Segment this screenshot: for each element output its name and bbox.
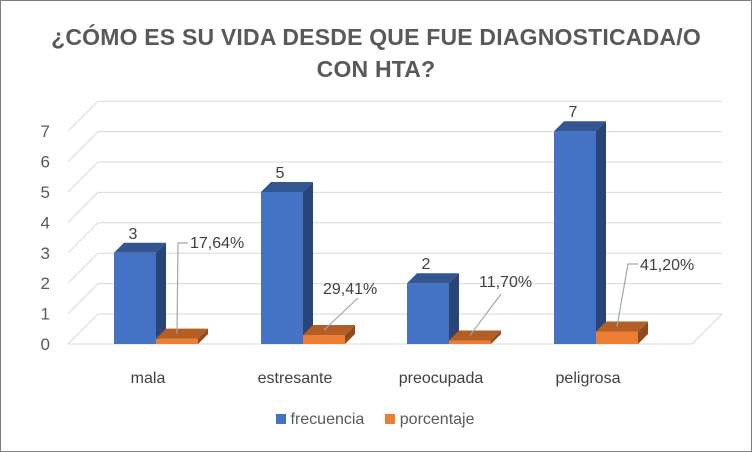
x-category-label: preocupada <box>399 370 484 387</box>
bar-porcentaje-peligrosa-top <box>596 321 648 332</box>
legend-swatch-frecuencia <box>275 414 286 424</box>
data-label-porcentaje: 17,64% <box>190 235 244 252</box>
bar-porcentaje-preocupada-top <box>449 330 501 341</box>
leader-line <box>323 297 359 331</box>
bar-frecuencia-mala-front <box>114 252 156 344</box>
bar-frecuencia-peligrosa-side <box>596 121 606 344</box>
bar-porcentaje-mala-top <box>156 328 208 339</box>
data-label-frecuencia: 7 <box>569 104 578 121</box>
bar-porcentaje-mala-front <box>156 338 198 344</box>
bar-porcentaje-preocupada-side <box>491 330 501 344</box>
y-tick-label: 4 <box>41 213 50 232</box>
leader-line <box>176 242 188 334</box>
legend-label-frecuencia: frecuencia <box>290 411 365 428</box>
bar-porcentaje-peligrosa-front <box>596 331 638 344</box>
x-category-label: mala <box>131 370 166 387</box>
leader-line <box>469 293 502 336</box>
bar-frecuencia-peligrosa-front <box>554 131 596 344</box>
chart-title: ¿CÓMO ES SU VIDA DESDE QUE FUE DIAGNOSTI… <box>51 24 701 82</box>
data-label-frecuencia: 3 <box>129 226 138 243</box>
bar-frecuencia-mala-side <box>156 242 166 344</box>
legend-item-porcentaje: porcentaje <box>384 411 475 429</box>
y-tick-label: 0 <box>41 335 50 354</box>
gridline-side <box>67 252 99 284</box>
y-tick-label: 2 <box>41 274 50 293</box>
gridline-side <box>67 100 99 132</box>
gridline-side <box>67 222 99 254</box>
bar-porcentaje-estresante-top <box>303 325 355 336</box>
bar-frecuencia-peligrosa-top <box>554 121 606 132</box>
gridline-side <box>67 283 99 314</box>
legend-label-porcentaje: porcentaje <box>399 411 475 428</box>
bar-frecuencia-preocupada-top <box>407 273 459 284</box>
bar-frecuencia-estresante-side <box>303 182 313 344</box>
gridline-side <box>67 192 99 223</box>
y-tick-label: 7 <box>41 122 50 141</box>
legend-item-frecuencia: frecuencia <box>275 411 365 429</box>
gridline-side <box>67 313 99 345</box>
y-tick-label: 1 <box>41 305 50 324</box>
bar-frecuencia-estresante-top <box>261 182 313 192</box>
data-label-porcentaje: 41,20% <box>640 257 694 274</box>
y-tick-label: 5 <box>41 183 50 202</box>
bar-frecuencia-preocupada-front <box>407 283 449 344</box>
data-label-frecuencia: 2 <box>422 256 431 273</box>
y-tick-label: 3 <box>41 244 50 263</box>
data-label-frecuencia: 5 <box>276 165 285 182</box>
bar-porcentaje-mala-side <box>198 328 208 344</box>
chart-legend: frecuencia porcentaje <box>0 411 750 429</box>
gridline-side <box>67 161 99 193</box>
x-category-label: estresante <box>258 370 333 387</box>
data-label-porcentaje: 11,70% <box>479 274 532 291</box>
data-label-porcentaje: 29,41% <box>323 281 377 298</box>
leader-line <box>616 263 638 327</box>
bar-porcentaje-preocupada-front <box>449 340 491 344</box>
bar-frecuencia-estresante-front <box>261 192 303 344</box>
y-tick-label: 6 <box>41 153 50 172</box>
gridline-side <box>67 131 99 162</box>
legend-swatch-porcentaje <box>384 414 395 424</box>
bar-frecuencia-mala-top <box>114 242 166 253</box>
x-category-label: peligrosa <box>556 370 621 387</box>
bar-porcentaje-estresante-front <box>303 335 345 344</box>
bar-porcentaje-peligrosa-side <box>638 321 648 344</box>
bar-porcentaje-estresante-side <box>345 325 355 344</box>
floor-right-edge <box>691 313 723 345</box>
bar-frecuencia-preocupada-side <box>449 273 459 344</box>
